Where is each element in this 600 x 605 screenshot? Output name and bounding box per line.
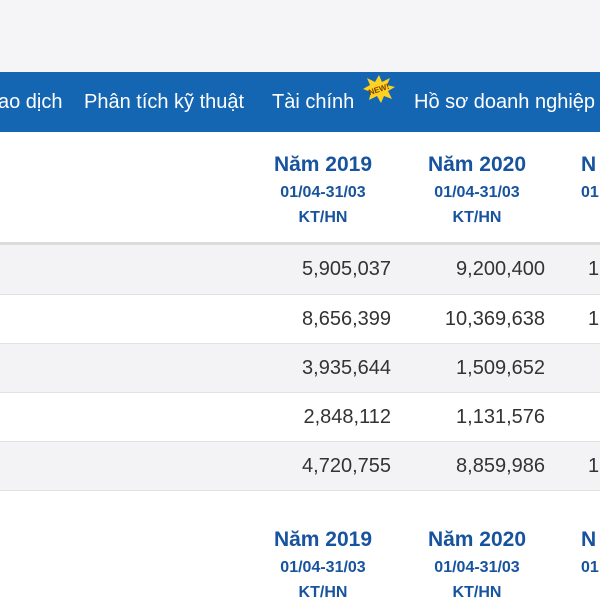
column-year: Năm 2019	[273, 528, 373, 551]
cell-2019: 4,720,755	[302, 455, 391, 477]
column-header-next: N 01	[581, 527, 600, 581]
row-divider	[0, 392, 600, 393]
table-row: 2,848,112 1,131,576	[0, 393, 600, 442]
cell-2020: 1,509,652	[456, 357, 545, 379]
column-audit-status: KT/HN	[452, 209, 502, 226]
column-header-2020: Năm 2020 01/04-31/03 KT/HN	[397, 152, 557, 230]
main-nav-bar: ao dịch Phân tích kỹ thuật Tài chính NEW…	[0, 72, 600, 132]
column-period: 01/04-31/03	[434, 559, 520, 576]
column-header-2019: Năm 2019 01/04-31/03 KT/HN	[243, 152, 403, 230]
cell-2019: 8,656,399	[302, 308, 391, 330]
cell-2020: 8,859,986	[456, 455, 545, 477]
table-row: 5,905,037 9,200,400 1	[0, 245, 600, 294]
column-period: 01/04-31/03	[280, 559, 366, 576]
row-divider	[0, 441, 600, 442]
column-year: Năm 2020	[427, 153, 527, 176]
tab-tai-chinh[interactable]: Tài chính	[272, 91, 355, 113]
column-year: N	[581, 153, 597, 176]
cell-2020: 9,200,400	[456, 258, 545, 280]
column-audit-status: KT/HN	[298, 584, 348, 601]
column-header-2019: Năm 2019 01/04-31/03 KT/HN	[243, 527, 403, 605]
cell-2020: 1,131,576	[456, 406, 545, 428]
column-year: Năm 2020	[427, 528, 527, 551]
tab-giao-dich[interactable]: ao dịch	[0, 91, 63, 113]
cell-2019: 3,935,644	[302, 357, 391, 379]
column-audit-status: KT/HN	[298, 209, 348, 226]
cell-2020: 10,369,638	[444, 308, 545, 330]
table-row: 3,935,644 1,509,652	[0, 344, 600, 393]
row-divider	[0, 294, 600, 295]
top-strip	[0, 0, 600, 72]
column-audit-status: KT/HN	[452, 584, 502, 601]
cell-2019: 2,848,112	[303, 406, 392, 428]
row-divider	[0, 343, 600, 344]
column-period: 01/04-31/03	[434, 184, 520, 201]
cell-next	[588, 344, 600, 393]
column-period: 01	[581, 184, 599, 201]
tab-ho-so-doanh-nghiep[interactable]: Hồ sơ doanh nghiệp	[414, 91, 596, 113]
column-year: Năm 2019	[273, 153, 373, 176]
cell-next: 1	[588, 455, 600, 477]
cell-next: 1	[588, 308, 600, 330]
table-row: 8,656,399 10,369,638 1	[0, 295, 600, 344]
row-divider	[0, 490, 600, 491]
column-period: 01/04-31/03	[280, 184, 366, 201]
column-year: N	[581, 528, 597, 551]
tab-phan-tich-ky-thuat[interactable]: Phân tích kỹ thuật	[84, 91, 245, 113]
column-header-next: N 01	[581, 152, 600, 206]
new-badge-icon: NEW!	[363, 75, 395, 103]
cell-2019: 5,905,037	[302, 258, 391, 280]
cell-next: 1	[588, 258, 600, 280]
cell-next	[588, 393, 600, 442]
column-header-2020: Năm 2020 01/04-31/03 KT/HN	[397, 527, 557, 605]
header-divider	[0, 242, 600, 245]
column-period: 01	[581, 559, 599, 576]
table-row: 4,720,755 8,859,986 1	[0, 442, 600, 491]
